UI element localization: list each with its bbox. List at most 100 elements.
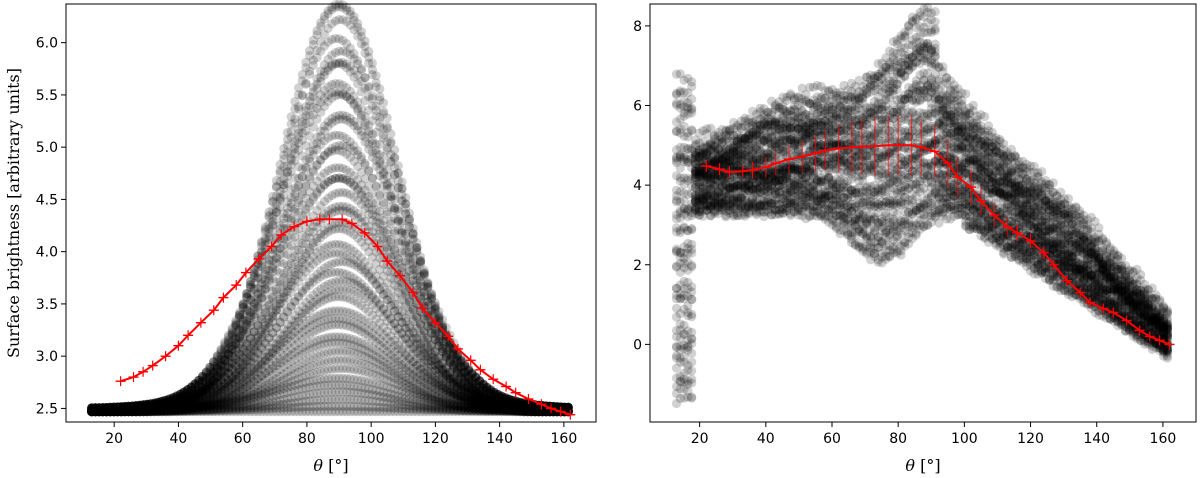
scatter-point <box>423 405 433 415</box>
scatter-point <box>220 407 230 417</box>
scatter-point <box>382 398 392 408</box>
scatter-point <box>475 406 485 416</box>
scatter-point <box>349 395 359 405</box>
scatter-point <box>434 402 444 412</box>
scatter-point <box>523 406 533 416</box>
scatter-point <box>242 401 252 411</box>
scatter-point <box>294 407 304 417</box>
scatter-point <box>537 406 548 416</box>
scatter-point <box>345 387 355 397</box>
scatter-point <box>124 406 134 416</box>
scatter-point <box>105 406 115 416</box>
scatter-point <box>378 387 389 397</box>
scatter-point <box>515 407 525 417</box>
scatter-point <box>94 407 104 417</box>
scatter-point <box>249 400 259 410</box>
scatter-point <box>360 395 370 405</box>
left-plot: 20 40 60 80 100 120 140 1602.53.03.54.04.55.05.… <box>4 0 597 475</box>
scatter-point <box>412 407 422 417</box>
scatter-point <box>500 405 510 415</box>
scatter-point <box>164 405 174 415</box>
scatter-point <box>386 403 396 413</box>
scatter-point <box>430 399 440 409</box>
scatter-point <box>101 407 112 417</box>
scatter-point <box>452 402 462 412</box>
scatter-point <box>434 399 444 410</box>
scatter-point <box>426 407 437 417</box>
scatter-point <box>349 387 359 398</box>
scatter-point <box>168 407 178 417</box>
scatter-point <box>430 402 440 412</box>
scatter-point <box>526 407 536 417</box>
scatter-point <box>190 407 200 417</box>
scatter-point <box>367 385 377 395</box>
scatter-point <box>364 389 374 399</box>
scatter-point <box>264 401 274 411</box>
scatter-point <box>356 402 366 412</box>
scatter-point <box>223 407 233 417</box>
scatter-point <box>279 403 289 413</box>
scatter-point <box>90 406 100 416</box>
scatter-point <box>234 407 245 417</box>
scatter-point <box>511 406 522 417</box>
scatter-point <box>94 407 104 417</box>
scatter-point <box>168 406 178 417</box>
scatter-point <box>109 405 119 416</box>
scatter-point <box>408 407 418 417</box>
scatter-point <box>227 407 237 417</box>
scatter-point <box>408 395 418 405</box>
scatter-point <box>257 407 267 417</box>
scatter-point <box>523 406 533 416</box>
scatter-point <box>183 406 193 417</box>
scatter-point <box>172 406 182 417</box>
scatter-point <box>279 388 289 399</box>
scatter-point <box>120 406 130 417</box>
scatter-point <box>101 407 112 417</box>
scatter-point <box>209 407 219 417</box>
scatter-point <box>290 407 300 417</box>
scatter-point <box>249 402 259 413</box>
scatter-point <box>264 393 274 403</box>
scatter-point <box>197 405 208 415</box>
scatter-point <box>245 407 256 417</box>
scatter-point <box>294 385 304 395</box>
scatter-point <box>142 406 152 416</box>
scatter-point <box>297 391 307 401</box>
scatter-point <box>113 406 123 416</box>
scatter-point <box>360 402 370 412</box>
scatter-point <box>316 381 326 391</box>
scatter-point <box>260 398 270 408</box>
scatter-point <box>205 404 215 415</box>
scatter-point <box>404 401 414 411</box>
scatter-point <box>138 407 148 417</box>
scatter-point <box>257 399 267 409</box>
scatter-point <box>168 405 178 415</box>
scatter-point <box>113 407 123 417</box>
scatter-point <box>268 400 278 411</box>
scatter-point <box>260 394 270 404</box>
scatter-point <box>478 404 488 414</box>
scatter-point <box>194 405 204 415</box>
scatter-point <box>489 405 499 415</box>
scatter-point <box>382 403 392 413</box>
scatter-point <box>371 396 381 406</box>
scatter-point <box>234 405 245 415</box>
scatter-point <box>497 405 507 415</box>
scatter-point <box>205 407 215 417</box>
scatter-point <box>212 407 222 417</box>
scatter-point <box>157 407 167 417</box>
scatter-point <box>482 404 492 414</box>
scatter-point <box>323 380 333 390</box>
scatter-point <box>109 406 119 416</box>
scatter-point <box>146 406 156 417</box>
scatter-point <box>434 404 444 414</box>
scatter-point <box>238 402 248 412</box>
scatter-point <box>497 407 507 417</box>
scatter-point <box>327 380 337 390</box>
scatter-point <box>419 407 429 417</box>
scatter-point <box>90 407 100 417</box>
scatter-point <box>515 406 525 416</box>
scatter-point <box>519 407 529 417</box>
scatter-point <box>238 399 248 409</box>
scatter-point <box>146 406 156 416</box>
